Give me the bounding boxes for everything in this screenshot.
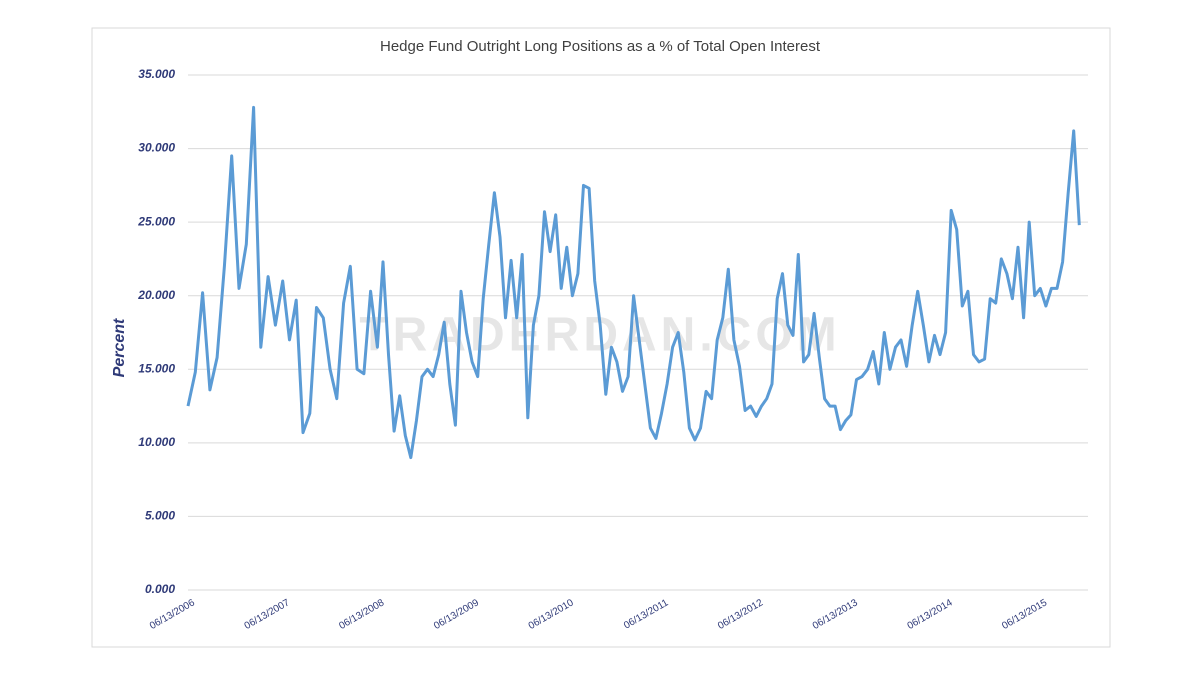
- y-tick-label: 35.000: [138, 67, 175, 81]
- y-tick-label: 25.000: [137, 214, 175, 228]
- y-tick-label: 5.000: [145, 509, 175, 523]
- y-tick-label: 30.000: [138, 141, 175, 155]
- y-tick-label: 10.000: [138, 435, 175, 449]
- y-tick-label: 20.000: [137, 288, 175, 302]
- y-axis-label: Percent: [111, 318, 128, 377]
- chart-title: Hedge Fund Outright Long Positions as a …: [380, 38, 821, 55]
- y-tick-label: 15.000: [138, 361, 175, 375]
- data-line: [186, 105, 1081, 460]
- y-tick-label: 0.000: [145, 582, 175, 596]
